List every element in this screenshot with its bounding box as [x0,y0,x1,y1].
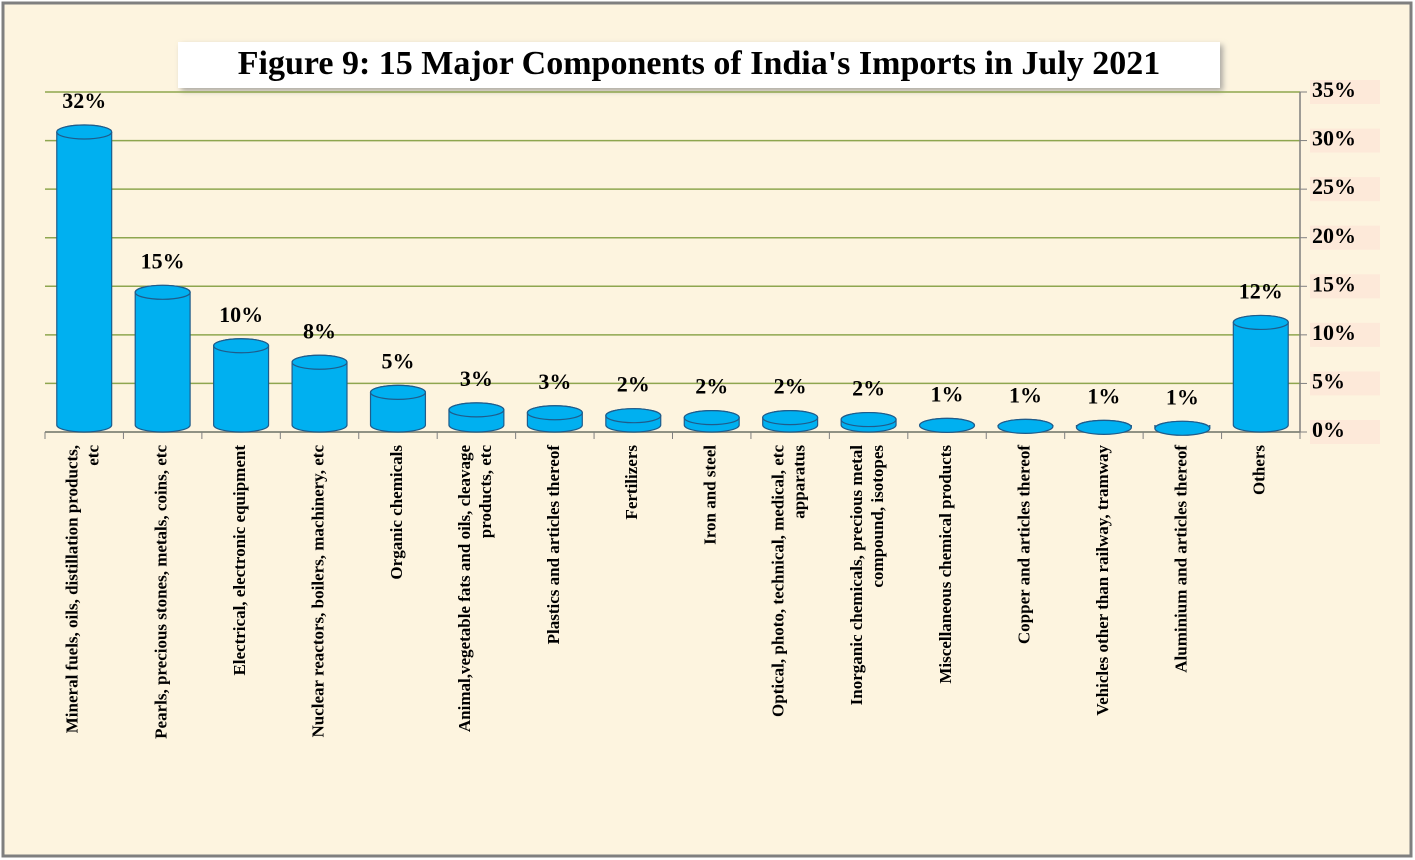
x-tick-label-group: Electrical, electronic equipment [230,445,249,676]
y-tick-label-bg [1310,371,1380,396]
y-tick-label: 30% [1312,126,1356,151]
x-tick-label: Miscellaneous chemical products [936,445,955,684]
x-tick-label: Vehicles other than railway, tramway [1093,445,1112,716]
x-tick-label-group: Iron and steel [701,445,720,545]
bar-cap [134,284,191,300]
x-tick-label-group: Plastics and articles thereof [544,445,563,645]
y-tick-label: 20% [1312,223,1356,248]
x-tick-label-group: Copper and articles thereof [1014,445,1033,644]
data-label: 12% [1239,278,1283,303]
bar-cap [762,410,819,426]
bar-cap [997,418,1054,434]
x-tick-label-group: Fertilizers [622,445,641,520]
x-tick-label-group: Vehicles other than railway, tramway [1093,445,1112,716]
bar-cap [448,402,505,418]
x-tick-label: Plastics and articles thereof [544,445,563,645]
y-tick-label: 10% [1312,320,1356,345]
x-tick-label: Mineral fuels, oils, distillation produc… [63,445,103,734]
bar-cap [683,410,740,426]
data-label: 1% [931,381,964,406]
bar-cap [369,384,427,400]
x-tick-label-group: Inorganic chemicals, precious metal compo… [847,445,887,706]
y-tick-label-bg [1310,274,1380,299]
y-tick-label-bg [1310,225,1380,250]
y-tick-label-bg [1310,322,1380,347]
bar [1232,314,1289,433]
data-label: 3% [538,369,571,394]
x-tick-label: Pearls, precious stones, metals, coins, … [152,445,171,739]
title-box [178,42,1220,88]
chart-title: Figure 9: 15 Major Components of India's… [238,45,1160,82]
data-label: 2% [774,374,807,399]
bar-cap [605,408,662,424]
x-tick-label: Optical, photo, technical, medical, etc a… [769,445,809,717]
x-tick-label: Electrical, electronic equipment [230,445,249,676]
x-tick-label: Fertilizers [622,445,641,520]
y-tick-label-bg [1310,420,1380,444]
bar-cap [1154,420,1211,436]
bar-cap [291,354,348,370]
x-tick-label-group: Optical, photo, technical, medical, etc a… [769,445,809,717]
bar-cap [1075,419,1132,435]
bar [56,124,113,433]
bar-cap [1232,314,1289,331]
data-label: 5% [381,348,414,373]
y-tick-label: 0% [1312,417,1345,442]
data-label: 1% [1009,382,1042,407]
bar-cap [840,411,897,428]
x-tick-label-group: Animal,vegetable fats and oils, cleavage… [455,445,495,733]
x-tick-label-group: Pearls, precious stones, metals, coins, … [152,445,171,739]
data-label: 1% [1087,383,1120,408]
bar-cap [56,124,113,140]
x-tick-label-group: Organic chemicals [387,445,406,580]
x-tick-label-group: Others [1250,445,1269,495]
y-tick-label: 25% [1312,174,1356,199]
data-label: 2% [617,372,650,397]
x-tick-label-group: Miscellaneous chemical products [936,445,955,684]
y-tick-label-bg [1310,80,1380,104]
data-label: 32% [62,88,106,113]
x-tick-label-group: Mineral fuels, oils, distillation produc… [63,445,103,734]
data-label: 1% [1166,384,1199,409]
y-tick-label: 15% [1312,271,1356,296]
data-label: 10% [219,302,263,327]
data-label: 3% [460,366,493,391]
x-tick-label: Nuclear reactors, boilers, machinery, et… [308,445,327,738]
x-tick-label: Others [1250,445,1269,495]
x-tick-label-group: Nuclear reactors, boilers, machinery, et… [308,445,327,738]
x-tick-label: Animal,vegetable fats and oils, cleavage… [455,445,495,733]
x-tick-label: Copper and articles thereof [1014,445,1033,644]
x-tick-label: Organic chemicals [387,445,406,580]
bar-cap [526,405,583,421]
bar-cap [213,338,270,354]
bar-cap [918,417,976,433]
y-tick-label: 5% [1312,368,1345,393]
x-tick-label: Inorganic chemicals, precious metal compo… [847,445,887,706]
data-label: 15% [141,248,185,273]
y-tick-label: 35% [1312,77,1356,102]
bar [134,284,191,433]
y-tick-label-bg [1310,177,1380,202]
data-label: 8% [303,318,336,343]
x-tick-label-group: Aluminium and articles thereof [1171,445,1190,673]
x-tick-label: Iron and steel [701,445,720,545]
data-label: 2% [852,376,885,401]
y-tick-label-bg [1310,128,1380,153]
data-label: 2% [695,374,728,399]
x-tick-label: Aluminium and articles thereof [1171,445,1190,673]
